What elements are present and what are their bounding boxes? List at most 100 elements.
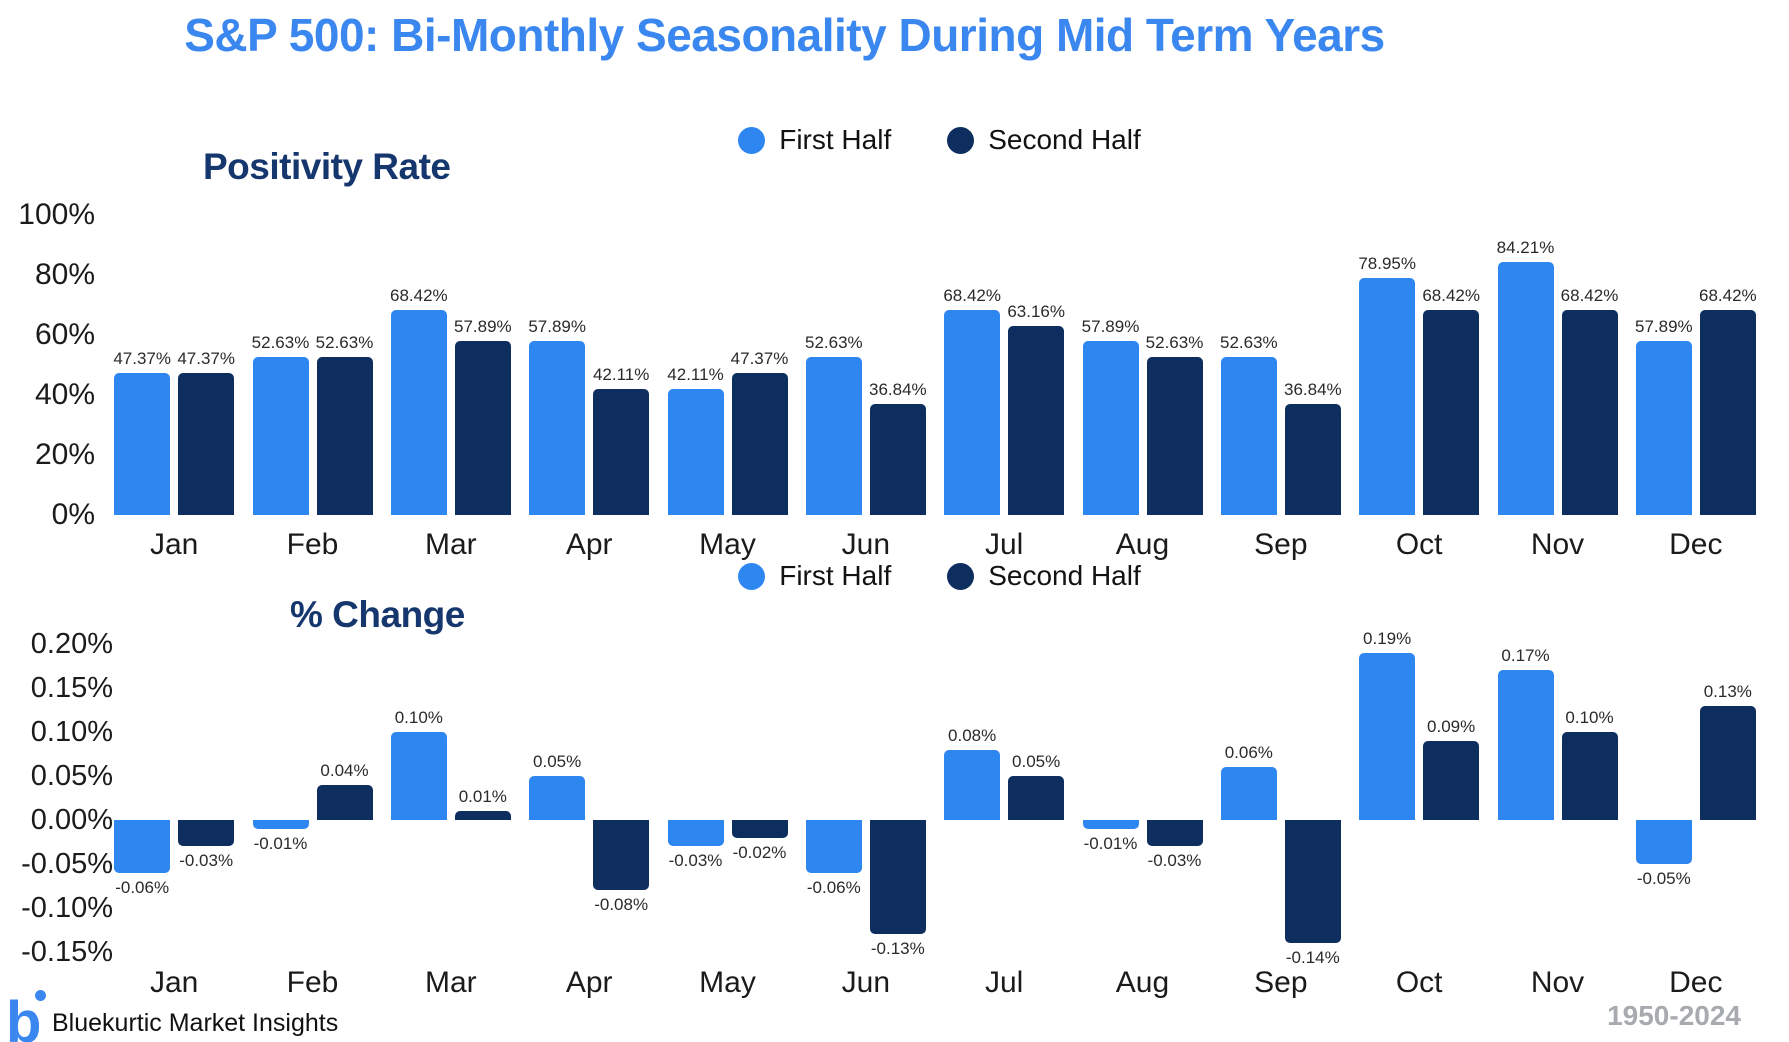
second-half-dot-icon [947,126,975,154]
legend-item-second-half: Second Half [947,124,1141,156]
bar-value-label: 0.06% [1224,743,1273,763]
bar-value-label: -0.06% [115,877,170,897]
bar [1497,262,1554,515]
y-tick-label: -0.15% [21,936,113,968]
bar [1220,357,1277,515]
bar [1146,820,1203,847]
bar [529,341,586,515]
legend-second-half-label: Second Half [988,124,1141,155]
bar [1008,325,1065,515]
x-category-label: Jun [841,528,891,561]
bar-value-label: 68.42% [1698,285,1757,305]
bar-value-label: -0.13% [870,939,925,959]
bar-value-label: -0.01% [253,833,308,853]
bar [593,388,650,515]
x-category-label: Aug [1115,966,1170,999]
x-category-label: Oct [1395,528,1443,561]
bluekurtic-logo-icon: b [6,986,46,1042]
x-category-label: Nov [1530,528,1585,561]
bar [1082,341,1139,515]
bar [1561,309,1618,515]
y-tick-label: -0.10% [21,892,113,924]
bar [1699,309,1756,515]
bar [1220,767,1277,820]
bar-value-label: 0.13% [1703,681,1752,701]
bar-value-label: 52.63% [251,333,310,353]
first-half-dot-icon [738,562,766,590]
x-category-label: Jul [984,966,1024,999]
bar [316,784,373,820]
legend-item-second-half: Second Half [947,560,1141,592]
bar [731,820,788,838]
bar-value-label: -0.06% [806,877,861,897]
bar [390,732,447,820]
bar-value-label: -0.08% [594,895,649,915]
bar [1635,341,1692,515]
bar [805,357,862,515]
bar-value-label: -0.01% [1083,833,1138,853]
x-category-label: Jan [149,528,199,561]
brand-name: Bluekurtic Market Insights [52,1009,339,1037]
x-category-label: Apr [565,528,613,561]
bar [454,341,511,515]
bar-value-label: 0.10% [394,708,443,727]
x-category-label: Mar [424,966,477,999]
bar [667,820,724,847]
bar [1635,820,1692,864]
x-category-label: Sep [1254,528,1308,561]
positivity-rate-heading: Positivity Rate [203,146,451,187]
x-category-label: Aug [1115,528,1170,561]
legend-top: First Half Second Half [0,124,1789,156]
bar-value-label: 47.37% [113,348,171,368]
bar [944,309,1001,515]
bar [1284,404,1341,515]
first-half-dot-icon [738,126,766,154]
bar-value-label: 57.89% [1081,317,1140,337]
x-category-label: Sep [1254,966,1308,999]
legend-first-half-label: First Half [779,124,892,155]
bar [1359,278,1416,515]
y-tick-label: 40% [34,378,95,411]
legend-item-first-half: First Half [738,560,891,592]
legend-bottom: First Half Second Half [0,560,1789,592]
bar-value-label: 0.01% [458,787,507,807]
bar-value-label: 52.63% [804,333,863,353]
bar-value-label: 0.04% [320,760,369,780]
legend-item-first-half: First Half [738,124,891,156]
y-tick-label: 100% [18,198,95,231]
bar [1497,670,1554,820]
bar [178,820,235,847]
bar [593,820,650,891]
bar-value-label: 0.10% [1565,708,1614,727]
bar-value-label: 0.19% [1363,628,1412,648]
x-category-label: Mar [424,528,477,561]
bar-value-label: 68.42% [389,285,448,305]
bar [1359,652,1416,820]
bar [1284,820,1341,944]
bar [454,811,511,820]
x-category-label: Jun [841,966,891,999]
x-category-label: Apr [565,966,613,999]
percent-change-heading: % Change [290,594,465,635]
x-category-label: May [699,528,756,561]
bar [1082,820,1139,829]
bar [252,357,309,515]
bar-value-label: 57.89% [528,317,586,337]
bar-value-label: 47.37% [177,348,235,368]
bar [667,388,724,515]
bar [869,404,926,515]
second-half-dot-icon [947,562,975,590]
brand-footer: b Bluekurtic Market Insights [6,986,339,1042]
bar-value-label: 57.89% [453,317,512,337]
page-title: S&P 500: Bi-Monthly Seasonality During M… [184,9,1385,61]
x-category-label: Jul [984,528,1024,561]
x-category-label: Dec [1669,528,1723,561]
bar-value-label: 0.05% [1012,752,1061,771]
bar [1699,705,1756,820]
bar [1423,740,1480,820]
bar-value-label: -0.03% [668,851,723,871]
y-tick-label: 80% [34,258,95,291]
x-category-label: Feb [286,528,339,561]
x-category-label: May [699,966,756,999]
